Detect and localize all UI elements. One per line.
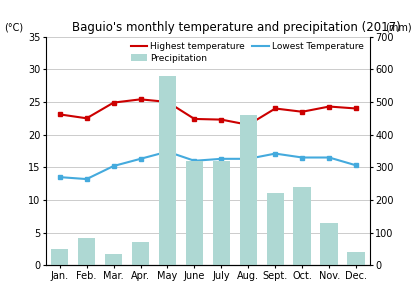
Bar bbox=[267, 193, 284, 265]
Text: (mm): (mm) bbox=[385, 22, 412, 32]
Highest temperature bbox=[84, 117, 89, 120]
Bar bbox=[294, 187, 311, 265]
Highest temperature bbox=[354, 107, 359, 110]
Bar bbox=[320, 223, 338, 265]
Bar bbox=[159, 76, 176, 265]
Lowest Temperature bbox=[300, 156, 305, 159]
Bar bbox=[105, 254, 122, 265]
Bar bbox=[132, 242, 149, 265]
Highest temperature bbox=[192, 117, 197, 121]
Lowest Temperature bbox=[246, 157, 251, 161]
Legend: Highest temperature, Precipitation, Lowest Temperature: Highest temperature, Precipitation, Lowe… bbox=[127, 38, 368, 66]
Highest temperature bbox=[57, 113, 62, 116]
Highest temperature bbox=[300, 110, 305, 113]
Bar bbox=[186, 161, 203, 265]
Line: Lowest Temperature: Lowest Temperature bbox=[57, 149, 359, 181]
Highest temperature bbox=[219, 118, 224, 121]
Lowest Temperature bbox=[354, 163, 359, 167]
Lowest Temperature bbox=[327, 156, 332, 159]
Text: (°C): (°C) bbox=[4, 22, 23, 32]
Highest temperature bbox=[273, 107, 278, 110]
Highest temperature bbox=[165, 100, 170, 104]
Text: Baguio's monthly temperature and precipitation (2017): Baguio's monthly temperature and precipi… bbox=[72, 21, 401, 34]
Lowest Temperature bbox=[273, 152, 278, 156]
Bar bbox=[51, 249, 68, 265]
Lowest Temperature bbox=[219, 157, 224, 161]
Lowest Temperature bbox=[138, 157, 143, 161]
Line: Highest temperature: Highest temperature bbox=[57, 97, 359, 127]
Bar bbox=[347, 252, 365, 265]
Highest temperature bbox=[246, 123, 251, 127]
Lowest Temperature bbox=[84, 177, 89, 181]
Highest temperature bbox=[138, 98, 143, 101]
Bar bbox=[78, 238, 95, 265]
Lowest Temperature bbox=[165, 150, 170, 153]
Lowest Temperature bbox=[57, 175, 62, 179]
Lowest Temperature bbox=[192, 159, 197, 163]
Lowest Temperature bbox=[111, 164, 116, 168]
Bar bbox=[239, 115, 257, 265]
Bar bbox=[213, 161, 230, 265]
Highest temperature bbox=[111, 101, 116, 104]
Highest temperature bbox=[327, 105, 332, 108]
